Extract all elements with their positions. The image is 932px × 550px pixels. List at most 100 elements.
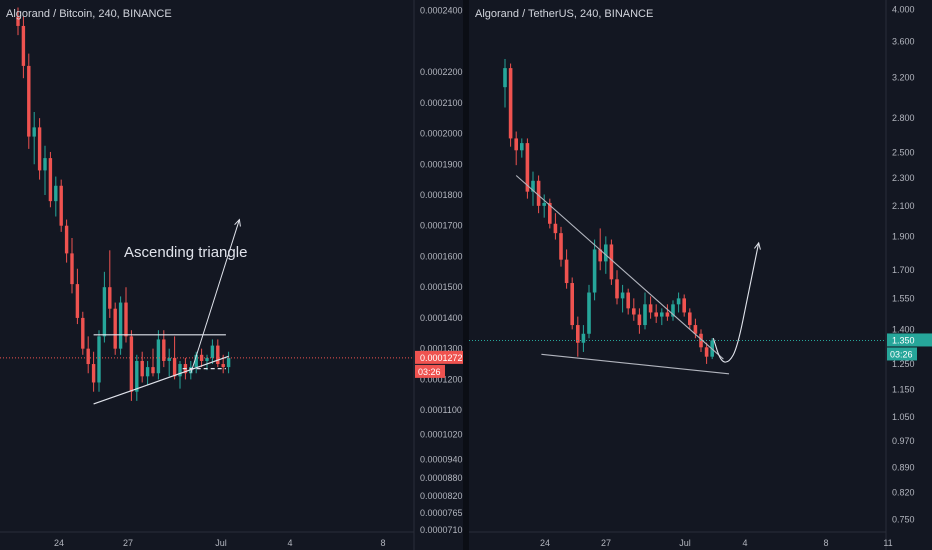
y-tick-label: 0.0001300 (420, 344, 463, 354)
last-price-badge (415, 350, 463, 364)
candle-body (553, 223, 558, 234)
candle-body (64, 225, 69, 254)
y-tick-label: 2.800 (892, 113, 915, 123)
candle-body (118, 302, 123, 349)
candle-body (688, 312, 692, 326)
candle-body (37, 127, 42, 171)
candle-body (503, 68, 507, 88)
y-tick-label: 3.200 (892, 72, 915, 82)
candle-body (59, 185, 63, 226)
candle-body (145, 367, 150, 377)
y-tick-label: 2.100 (892, 201, 915, 211)
candle-body (205, 357, 209, 361)
candle-body (581, 333, 586, 343)
y-tick-label: 0.0001800 (420, 190, 463, 200)
candle-body (151, 367, 155, 374)
chart-canvas-algo-usdt[interactable]: 4.000 3.600 3.200 2.800 2.500 2.300 2.100 1.900… (469, 0, 932, 550)
chart-title-algo-btc: Algorand / Bitcoin, 240, BINANCE (6, 8, 172, 20)
y-tick-label: 1.700 (892, 265, 915, 275)
y-tick-label: 1.150 (892, 384, 915, 394)
candle-body (124, 302, 128, 337)
y-tick-label: 1.250 (892, 359, 915, 369)
candle-body (172, 357, 177, 377)
candle-body (564, 259, 569, 284)
candle-body (620, 292, 625, 299)
candle-body (221, 364, 225, 368)
candle-body (592, 249, 597, 293)
y-tick-label: 0.0000765 (420, 508, 463, 518)
y-tick-label: 0.750 (892, 515, 915, 525)
chart-panel-algo-usdt[interactable]: 4.000 3.600 3.200 2.800 2.500 2.300 2.100 1.900… (469, 0, 932, 550)
y-tick-label: 1.400 (892, 324, 915, 334)
candle-body (210, 345, 215, 358)
projection-curve-arrow-head (754, 241, 761, 250)
y-tick-label: 2.300 (892, 173, 915, 183)
y-tick-label: 0.0001600 (420, 251, 463, 261)
y-tick-label: 4.000 (892, 5, 915, 15)
candle-body (626, 292, 630, 309)
y-tick-label: 1.050 (892, 412, 915, 422)
candle-body (91, 364, 96, 383)
candle-body (531, 180, 535, 192)
y-tick-label: 3.600 (892, 37, 915, 47)
candle-body (226, 357, 231, 368)
candle-body (27, 65, 31, 137)
candle-body (70, 253, 74, 285)
x-tick-label: 4 (287, 538, 292, 548)
candle-body (156, 339, 161, 374)
candle-body (648, 304, 653, 313)
y-tick-label: 0.0000820 (420, 491, 463, 501)
y-tick-label: 0.0002200 (420, 67, 463, 77)
countdown-label: 03:26 (418, 367, 441, 377)
candle-body (97, 336, 101, 383)
candle-body (671, 304, 675, 317)
candle-body (604, 244, 608, 262)
candle-body (54, 185, 58, 202)
chart-title-algo-usdt: Algorand / TetherUS, 240, BINANCE (475, 8, 654, 20)
candle-body (508, 68, 513, 139)
candle-body (637, 314, 642, 326)
last-price-label: 1.350 (892, 335, 915, 345)
candle-body (676, 298, 681, 305)
x-tick-label: 4 (742, 538, 747, 548)
x-tick-label: Jul (679, 538, 691, 548)
pattern-annotation: Ascending triangle (124, 244, 247, 261)
y-tick-label: 0.0000710 (420, 525, 463, 535)
countdown-badge (887, 347, 917, 361)
candle-body (576, 325, 580, 343)
y-tick-label: 0.820 (892, 487, 915, 497)
last-price-label: 0.0001272 (420, 353, 463, 363)
candle-body (43, 158, 47, 171)
x-tick-label: 24 (54, 538, 64, 548)
candle-body (216, 345, 220, 365)
y-tick-label: 0.890 (892, 462, 915, 472)
candle-body (682, 298, 686, 313)
candle-body (615, 279, 619, 299)
last-price-badge (887, 333, 932, 347)
y-tick-label: 0.0002400 (420, 6, 463, 16)
candle-body (16, 16, 20, 26)
countdown-label: 03:26 (890, 349, 913, 359)
projection-arrow-head (234, 218, 241, 227)
countdown-badge (415, 364, 445, 378)
x-tick-label: 27 (601, 538, 611, 548)
candle-body (548, 202, 552, 224)
x-tick-label: 8 (380, 538, 385, 548)
candle-body (162, 339, 166, 361)
y-tick-label: 0.0000880 (420, 473, 463, 483)
chart-canvas-algo-btc[interactable]: 0.0002400 0.0002200 0.0002100 0.0002000 0.00… (0, 0, 463, 550)
candle-body (665, 312, 670, 317)
y-tick-label: 0.0001020 (420, 430, 463, 440)
candle-body (108, 287, 112, 309)
chart-panel-algo-btc[interactable]: 0.0002400 0.0002200 0.0002100 0.0002000 0.00… (0, 0, 463, 550)
pane-divider[interactable] (463, 0, 469, 550)
candle-body (129, 336, 134, 392)
projection-curve (712, 242, 760, 363)
candle-body (660, 312, 664, 317)
x-tick-label: 11 (883, 538, 892, 548)
candle-body (654, 312, 658, 317)
lower-trendline (541, 353, 730, 375)
y-tick-label: 0.0000940 (420, 454, 463, 464)
y-tick-label: 0.0001500 (420, 282, 463, 292)
y-tick-label: 0.0001100 (420, 405, 462, 415)
